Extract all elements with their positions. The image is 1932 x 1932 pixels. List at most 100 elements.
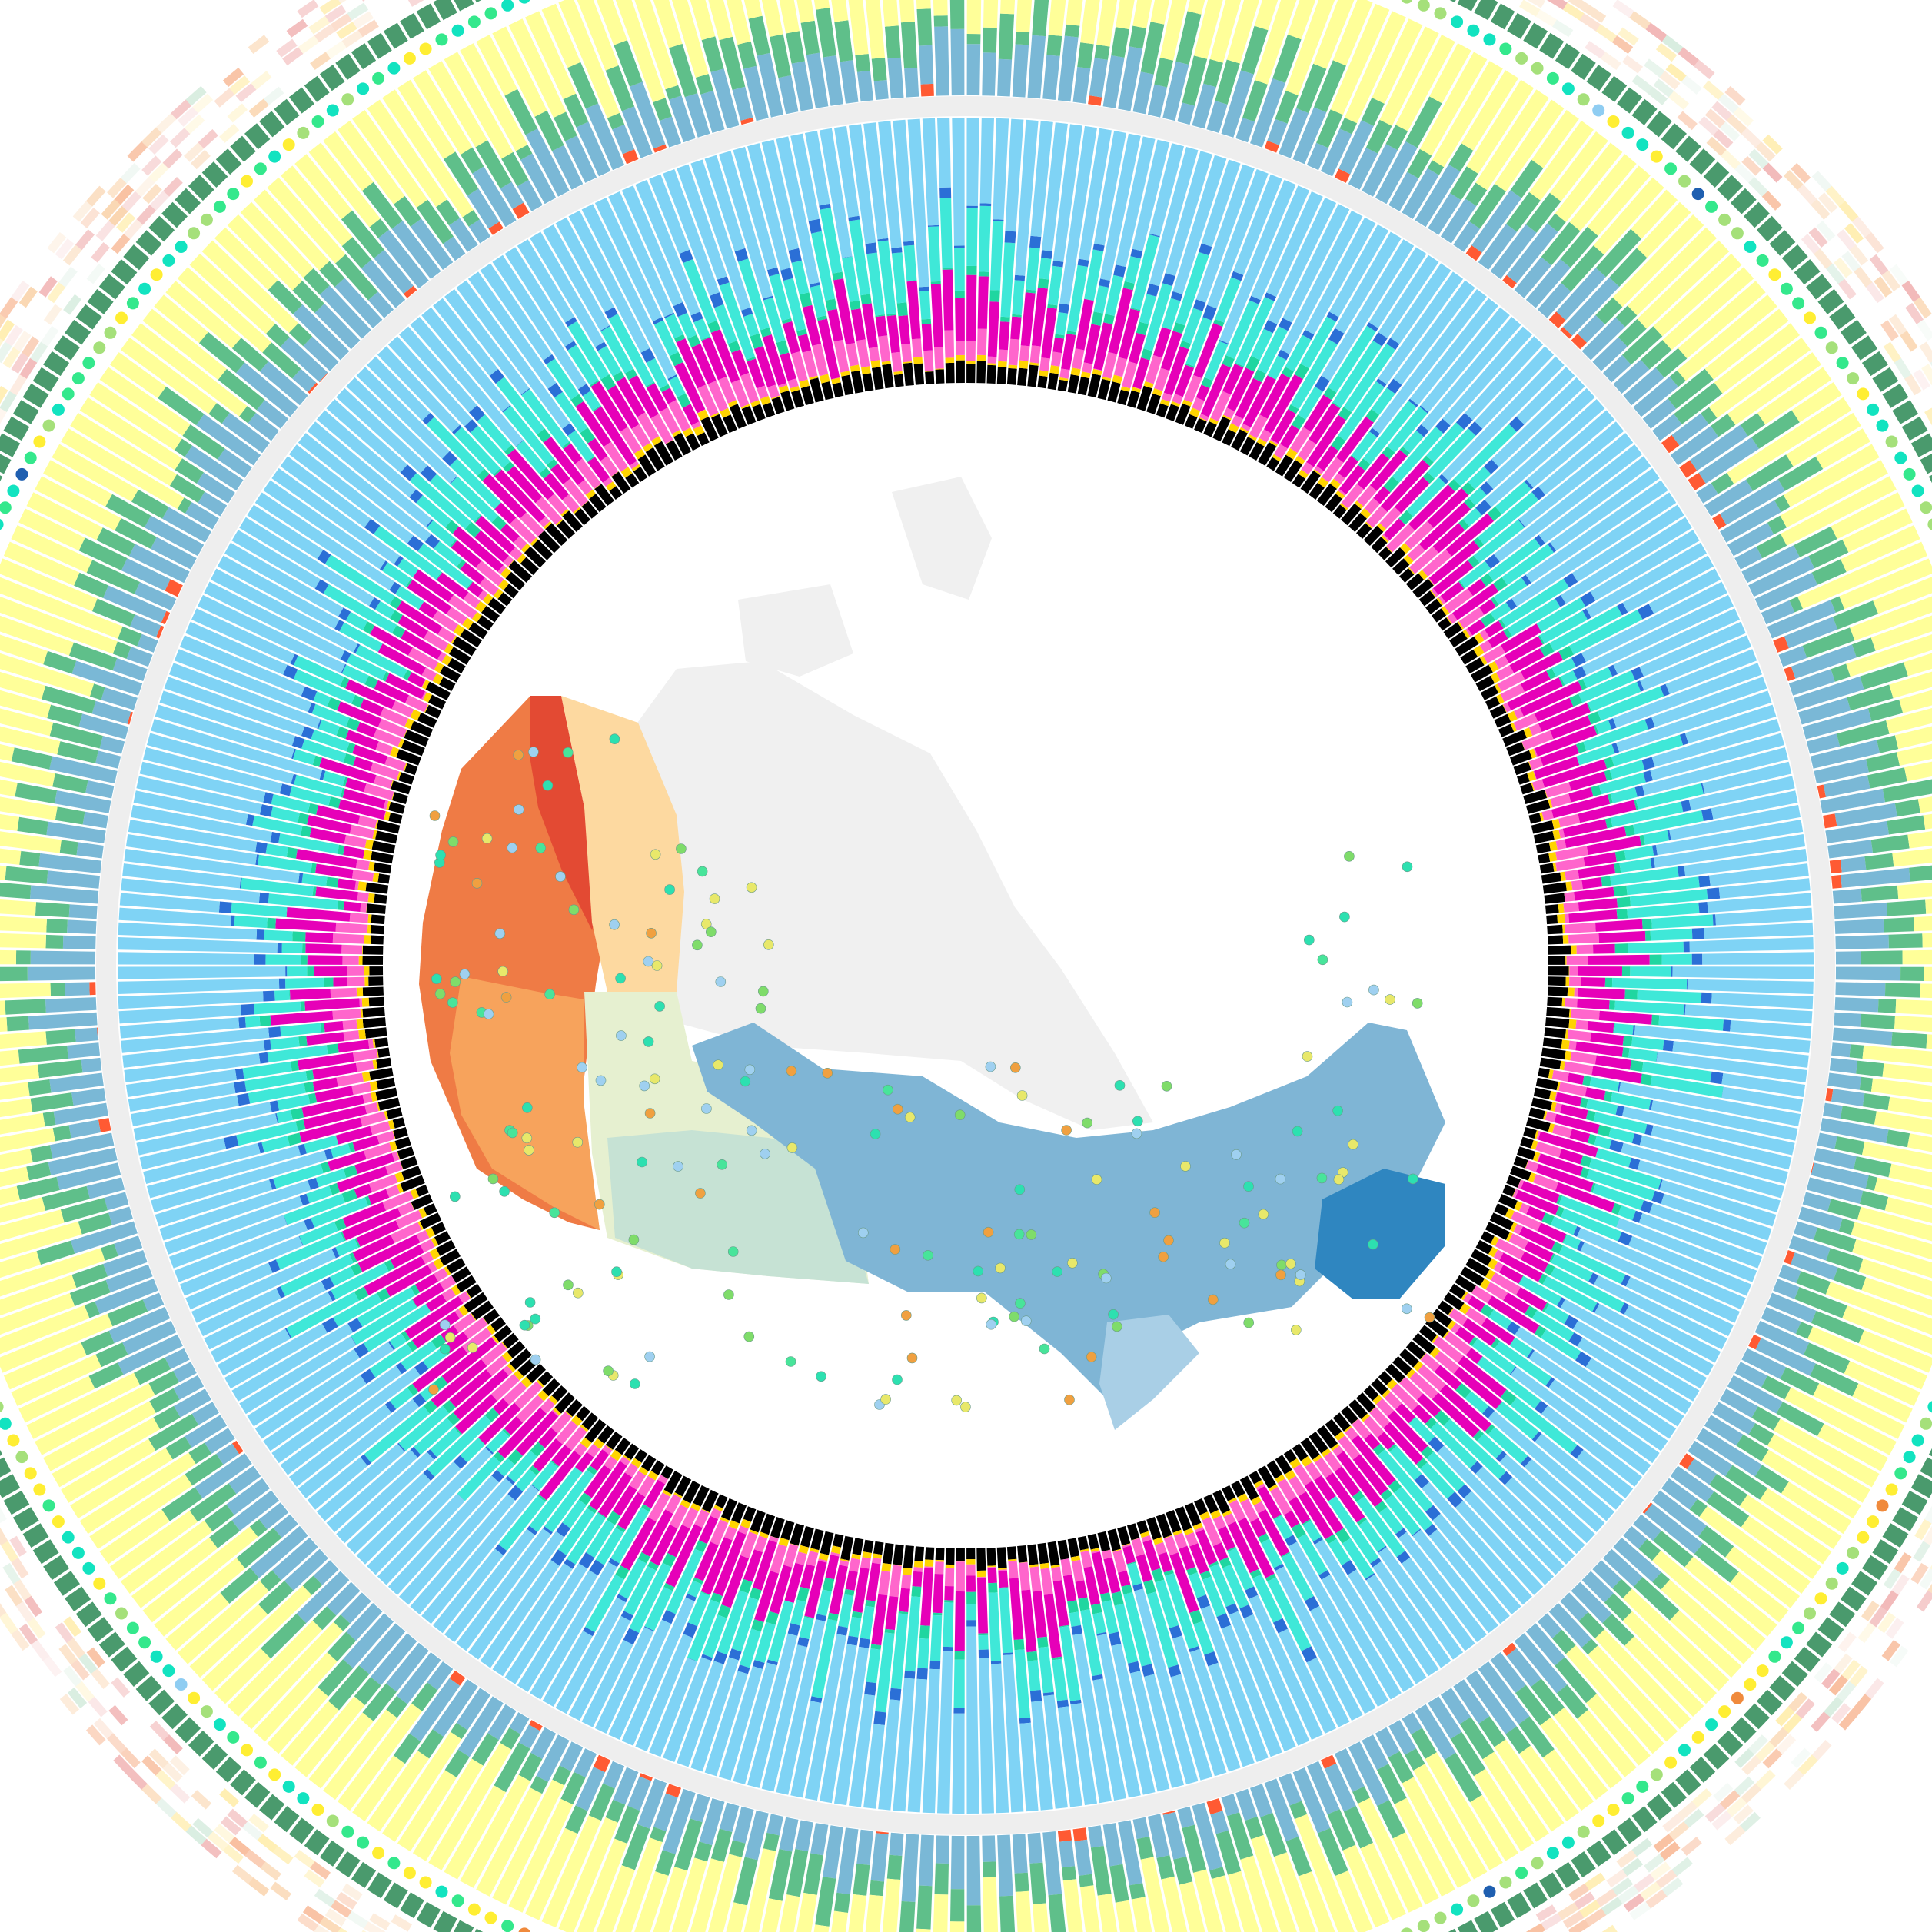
inner-segment xyxy=(820,1644,857,1804)
middle-segment xyxy=(588,1783,615,1821)
middle-segment xyxy=(1088,1825,1104,1848)
inner-segment xyxy=(1575,1351,1592,1368)
inner-segment xyxy=(1658,1179,1663,1190)
heat-cell xyxy=(1612,0,1634,18)
inner-segment xyxy=(1103,1557,1121,1594)
inner-segment xyxy=(1566,956,1588,965)
heat-cell xyxy=(85,1724,106,1746)
middle-segment xyxy=(1832,888,1862,904)
inner-segment xyxy=(1580,1097,1588,1109)
middle-segment xyxy=(1603,354,1631,383)
inner-segment xyxy=(1548,1069,1554,1079)
heat-cell xyxy=(1755,141,1776,162)
middle-segment xyxy=(52,1125,71,1142)
band-segment xyxy=(1703,161,1730,188)
inner-segment xyxy=(1409,546,1439,574)
inner-segment xyxy=(1170,1674,1212,1781)
inner-segment xyxy=(531,1461,558,1491)
inner-segment xyxy=(1443,1292,1465,1311)
middle-segment xyxy=(1877,999,1897,1013)
inner-segment xyxy=(398,1405,450,1451)
inner-segment xyxy=(1588,681,1641,712)
sample-dot xyxy=(82,357,95,370)
middle-segment xyxy=(1678,281,1766,359)
middle-segment xyxy=(659,116,681,148)
middle-segment xyxy=(411,1682,438,1711)
inner-segment xyxy=(1628,1235,1752,1296)
inner-segment xyxy=(863,1539,874,1553)
inner-segment xyxy=(1422,1481,1532,1605)
inner-segment xyxy=(544,1469,594,1533)
inner-segment xyxy=(893,1544,904,1565)
middle-segment xyxy=(1789,597,1804,613)
inner-segment xyxy=(1586,542,1707,618)
inner-segment xyxy=(1252,1574,1283,1623)
inner-segment xyxy=(1597,686,1664,721)
middle-segment xyxy=(1419,52,1488,156)
middle-segment xyxy=(0,1149,33,1170)
inner-segment xyxy=(701,1508,710,1514)
middle-segment xyxy=(1240,25,1269,75)
middle-segment xyxy=(131,489,169,519)
inner-segment xyxy=(1372,1443,1385,1456)
middle-segment xyxy=(84,1301,100,1318)
inner-segment xyxy=(494,1544,507,1556)
inner-segment xyxy=(1447,613,1458,624)
middle-segment xyxy=(1783,444,1880,507)
sample-dot xyxy=(1903,467,1916,481)
inner-segment xyxy=(1039,357,1050,371)
middle-segment xyxy=(1352,1786,1371,1804)
heat-cell xyxy=(1755,1769,1776,1790)
middle-segment xyxy=(153,1405,181,1429)
sample-dot xyxy=(1885,1483,1898,1496)
inner-segment xyxy=(1032,1591,1047,1638)
inner-segment xyxy=(859,1638,870,1648)
middle-segment xyxy=(671,1857,708,1932)
middle-segment xyxy=(1802,627,1855,658)
inner-segment xyxy=(1013,1639,1025,1651)
inner-segment xyxy=(1630,1059,1644,1072)
middle-segment xyxy=(950,1835,965,1890)
inner-segment xyxy=(966,1548,976,1560)
middle-segment xyxy=(1894,726,1932,750)
heat-cell xyxy=(171,1811,191,1832)
inner-segment xyxy=(1388,1443,1397,1452)
inner-segment xyxy=(1243,1614,1310,1746)
inner-segment xyxy=(934,1561,944,1575)
inner-segment xyxy=(1141,1535,1152,1542)
inner-segment xyxy=(520,1376,533,1388)
heat-cell xyxy=(1618,1885,1639,1904)
inner-segment xyxy=(1037,1542,1049,1565)
inner-segment xyxy=(1650,733,1784,781)
middle-segment xyxy=(144,515,205,557)
inner-segment xyxy=(1614,850,1626,862)
middle-segment xyxy=(397,1652,441,1704)
middle-segment xyxy=(1850,596,1932,641)
middle-segment xyxy=(1478,1661,1530,1724)
inner-segment xyxy=(1158,1551,1173,1573)
middle-segment xyxy=(1825,1282,1932,1335)
inner-segment xyxy=(1558,1245,1626,1285)
heat-cell xyxy=(297,1913,319,1932)
middle-segment xyxy=(174,1388,211,1418)
middle-segment xyxy=(1655,347,1688,378)
inner-segment xyxy=(502,1332,519,1349)
inner-segment xyxy=(902,1568,913,1575)
inner-segment xyxy=(1059,377,1069,381)
heat-cell xyxy=(85,185,106,207)
sample-dot xyxy=(1885,435,1898,448)
band-segment xyxy=(1457,0,1478,12)
inner-segment xyxy=(1622,1106,1795,1156)
heat-cell xyxy=(1762,162,1783,183)
middle-segment xyxy=(1595,228,1642,278)
inner-segment xyxy=(1498,1471,1513,1485)
inner-segment xyxy=(1521,574,1531,586)
middle-segment xyxy=(1612,1578,1632,1599)
inner-segment xyxy=(1041,308,1057,359)
inner-segment xyxy=(501,1352,513,1363)
middle-segment xyxy=(292,368,317,393)
middle-segment xyxy=(1827,1072,1861,1090)
inner-segment xyxy=(1298,386,1324,420)
inner-segment xyxy=(1392,426,1444,483)
middle-segment xyxy=(115,518,157,549)
